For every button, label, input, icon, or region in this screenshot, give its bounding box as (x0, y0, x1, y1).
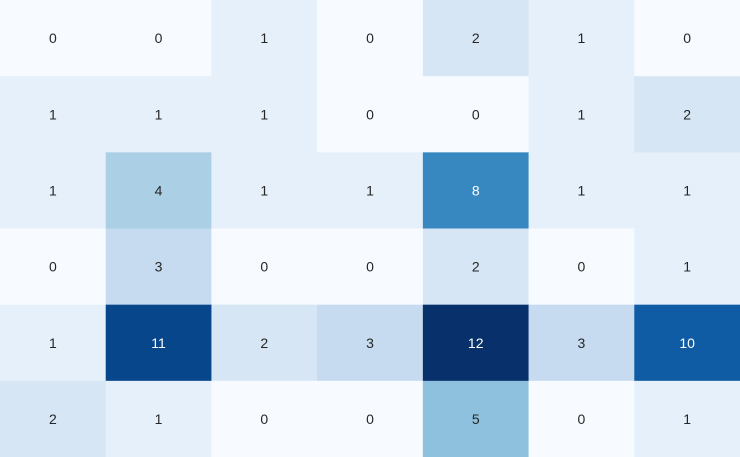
heatmap-cell-label-r5-c1: 1 (155, 411, 163, 427)
heatmap-cell-label-r3-c0: 0 (49, 259, 57, 275)
heatmap-cell-r1-c6 (634, 76, 740, 153)
heatmap-cell-label-r3-c2: 0 (260, 259, 268, 275)
heatmap-cell-label-r1-c6: 2 (683, 106, 691, 122)
heatmap-cell-label-r2-c5: 1 (578, 182, 586, 198)
heatmap-cell-label-r5-c3: 0 (366, 411, 374, 427)
heatmap-cell-label-r3-c5: 0 (578, 259, 586, 275)
heatmap-cell-label-r0-c6: 0 (683, 30, 691, 46)
heatmap-cell-r0-c6 (634, 0, 740, 77)
heatmap-cell-label-r5-c6: 1 (683, 411, 691, 427)
heatmap-cell-label-r4-c3: 3 (366, 335, 374, 351)
heatmap-cell-r2-c1 (105, 152, 212, 229)
heatmap-cell-r2-c4 (422, 152, 530, 229)
heatmap-cell-r5-c6 (634, 380, 740, 457)
heatmap-cell-label-r4-c1: 11 (151, 335, 166, 351)
heatmap-cell-label-r2-c6: 1 (683, 182, 691, 198)
heatmap-cell-label-r0-c0: 0 (49, 30, 57, 46)
heatmap-cell-r5-c4 (422, 380, 530, 457)
heatmap-cell-r3-c4 (422, 228, 530, 306)
heatmap-cell-r5-c0 (0, 380, 107, 457)
heatmap-cell-label-r1-c1: 1 (155, 106, 163, 122)
heatmap-cell-label-r3-c1: 3 (155, 259, 163, 275)
heatmap-cell-label-r4-c6: 10 (679, 335, 695, 351)
heatmap-cell-label-r0-c2: 1 (260, 30, 268, 46)
heatmap-cell-r1-c3 (317, 76, 424, 153)
heatmap-cell-r4-c1 (105, 304, 212, 382)
heatmap-cell-r3-c5 (528, 228, 635, 306)
heatmap-cell-r1-c0 (0, 76, 107, 153)
heatmap-cell-label-r2-c4: 8 (472, 182, 480, 198)
heatmap-cell-label-r1-c4: 0 (472, 106, 480, 122)
heatmap-cell-r4-c4 (422, 304, 530, 382)
heatmap-cell-r2-c6 (634, 152, 740, 229)
heatmap-cell-r0-c3 (317, 0, 424, 77)
heatmap-cell-label-r4-c4: 12 (468, 335, 484, 351)
heatmap-cell-r1-c4 (422, 76, 530, 153)
heatmap-cell-r0-c1 (105, 0, 212, 77)
heatmap-cell-label-r4-c0: 1 (49, 335, 57, 351)
heatmap-cell-r5-c3 (317, 380, 424, 457)
heatmap-cell-r0-c0 (0, 0, 107, 77)
heatmap-cell-label-r0-c5: 1 (578, 30, 586, 46)
heatmap-cell-label-r0-c4: 2 (472, 30, 480, 46)
heatmap-cell-label-r1-c5: 1 (578, 106, 586, 122)
heatmap-cell-r5-c2 (211, 380, 318, 457)
heatmap-cell-label-r1-c3: 0 (366, 106, 374, 122)
heatmap-cell-r1-c5 (528, 76, 635, 153)
heatmap-cell-r0-c2 (211, 0, 318, 77)
heatmap-cell-label-r2-c2: 1 (260, 182, 268, 198)
heatmap-cell-r0-c4 (422, 0, 530, 77)
heatmap-cell-label-r0-c1: 0 (155, 30, 163, 46)
heatmap-cell-r4-c0 (0, 304, 107, 382)
heatmap-cell-label-r5-c5: 0 (578, 411, 586, 427)
heatmap-cell-label-r0-c3: 0 (366, 30, 374, 46)
heatmap-cell-r3-c2 (211, 228, 318, 306)
heatmap-cell-label-r5-c0: 2 (49, 411, 57, 427)
heatmap-cell-label-r1-c0: 1 (49, 106, 57, 122)
heatmap-cell-r1-c1 (105, 76, 212, 153)
heatmap-cell-label-r4-c5: 3 (578, 335, 586, 351)
heatmap-cell-label-r3-c4: 2 (472, 259, 480, 275)
heatmap-cell-label-r5-c4: 5 (472, 411, 480, 427)
heatmap-cell-r2-c3 (317, 152, 424, 229)
heatmap-cell-r3-c0 (0, 228, 107, 306)
heatmap-cell-label-r2-c3: 1 (366, 182, 374, 198)
heatmap-cell-label-r5-c2: 0 (260, 411, 268, 427)
heatmap-cell-r5-c1 (105, 380, 212, 457)
heatmap-cell-r3-c1 (105, 228, 212, 306)
heatmap-cell-r2-c2 (211, 152, 318, 229)
heatmap-cell-r5-c5 (528, 380, 635, 457)
heatmap-cell-r0-c5 (528, 0, 635, 77)
heatmap-cell-label-r2-c1: 4 (155, 182, 163, 198)
heatmap-cell-label-r2-c0: 1 (49, 182, 57, 198)
heatmap-cell-r3-c3 (317, 228, 424, 306)
heatmap-cell-r3-c6 (634, 228, 740, 306)
heatmap-cell-r2-c0 (0, 152, 107, 229)
heatmap-cell-label-r3-c3: 0 (366, 259, 374, 275)
heatmap-cell-r4-c6 (634, 304, 740, 382)
heatmap-cell-label-r3-c6: 1 (683, 259, 691, 275)
heatmap-cell-r4-c5 (528, 304, 635, 382)
heatmap-cell-r4-c3 (317, 304, 424, 382)
heatmap-cell-label-r4-c2: 2 (260, 335, 268, 351)
heatmap-cell-r2-c5 (528, 152, 635, 229)
heatmap-cell-r4-c2 (211, 304, 318, 382)
heatmap-cell-r1-c2 (211, 76, 318, 153)
heatmap-cell-label-r1-c2: 1 (260, 106, 268, 122)
